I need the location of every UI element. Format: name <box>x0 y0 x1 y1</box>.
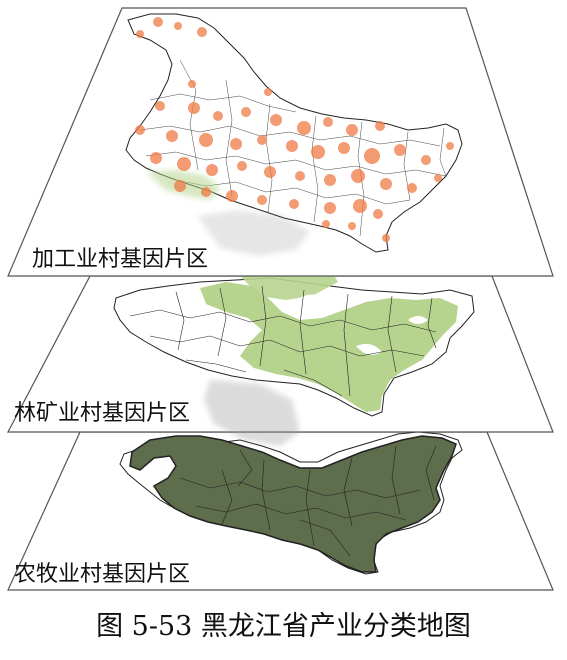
layer-processing: 加工业村基因片区 <box>7 7 554 277</box>
village-dot <box>226 190 238 202</box>
village-dot <box>136 30 144 38</box>
village-dot <box>348 222 356 230</box>
village-dot <box>434 174 442 182</box>
village-dot <box>155 101 165 111</box>
village-dot <box>394 144 406 156</box>
village-dot <box>241 107 251 117</box>
village-dot <box>289 199 299 209</box>
village-dot <box>346 124 358 136</box>
village-dot <box>257 135 267 145</box>
processing-gray-overlap <box>198 210 310 256</box>
village-dot <box>153 17 163 27</box>
layer-label-processing: 加工业村基因片区 <box>32 247 208 272</box>
village-dot <box>338 142 350 154</box>
village-dot <box>270 114 282 126</box>
village-dot <box>407 183 417 193</box>
village-dot <box>351 169 365 183</box>
village-dot <box>364 148 380 164</box>
village-dot <box>421 155 431 165</box>
layer-label-forest-mining: 林矿业村基因片区 <box>14 401 190 426</box>
village-dot <box>174 22 182 30</box>
village-dot <box>150 152 162 164</box>
village-dot <box>166 130 178 142</box>
village-dot <box>201 187 211 197</box>
stacked-map-figure: 农牧业村基因片区 林矿业村基因片区 <box>7 7 554 591</box>
village-dot <box>257 195 267 205</box>
village-dot <box>323 117 333 127</box>
village-dot <box>264 166 276 178</box>
village-dot <box>311 145 325 159</box>
village-dot <box>373 209 383 219</box>
village-dot <box>213 111 223 121</box>
village-dot <box>380 178 392 190</box>
village-dot <box>446 142 454 150</box>
layer-agriculture: 农牧业村基因片区 <box>7 431 554 591</box>
village-dot <box>135 125 145 135</box>
village-dot <box>324 202 336 214</box>
forest-mining-zone <box>200 282 458 412</box>
village-dot <box>375 121 385 131</box>
village-dot <box>286 140 298 152</box>
village-dot <box>230 138 242 150</box>
village-dot <box>324 174 336 186</box>
processing-village-dots <box>135 17 454 242</box>
layer-label-agriculture: 农牧业村基因片区 <box>14 562 190 587</box>
village-dot <box>295 171 305 181</box>
village-dot <box>197 27 207 37</box>
village-dot <box>188 80 196 88</box>
figure-caption: 图 5-53 黑龙江省产业分类地图 <box>96 611 471 642</box>
forest-mining-holes <box>296 294 428 355</box>
village-dot <box>237 161 247 171</box>
village-dot <box>353 199 367 213</box>
village-dot <box>188 102 200 114</box>
village-dot <box>322 220 330 228</box>
forest-mining-boundaries <box>129 285 437 397</box>
village-dot <box>199 133 213 147</box>
layer-forest-mining: 林矿业村基因片区 <box>7 236 554 433</box>
village-dot <box>382 234 390 242</box>
village-dot <box>177 157 191 171</box>
agriculture-zone <box>129 435 457 573</box>
agriculture-boundaries <box>179 445 437 557</box>
village-dot <box>206 164 218 176</box>
village-dot <box>264 88 272 96</box>
village-dot <box>297 121 311 135</box>
layer-transition-gray <box>204 380 300 446</box>
village-dot <box>174 180 186 192</box>
